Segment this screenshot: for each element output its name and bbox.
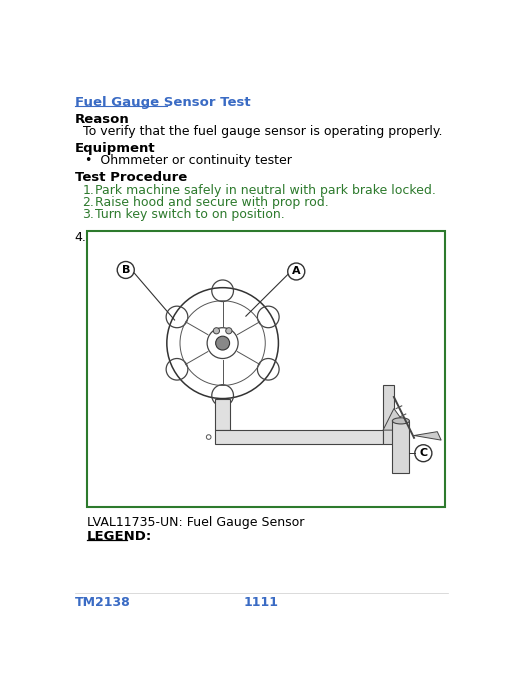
Text: LVAL11735-UN: Fuel Gauge Sensor: LVAL11735-UN: Fuel Gauge Sensor	[87, 516, 304, 529]
Polygon shape	[413, 432, 440, 440]
Text: 2.: 2.	[82, 196, 94, 209]
Text: Park machine safely in neutral with park brake locked.: Park machine safely in neutral with park…	[95, 184, 435, 197]
Circle shape	[225, 328, 232, 334]
Text: Raise hood and secure with prop rod.: Raise hood and secure with prop rod.	[95, 196, 328, 209]
Text: Test Procedure: Test Procedure	[74, 172, 186, 185]
Text: Reason: Reason	[74, 113, 129, 126]
Text: 3.: 3.	[82, 209, 94, 222]
Circle shape	[215, 336, 229, 350]
Text: Turn key switch to on position.: Turn key switch to on position.	[95, 209, 284, 222]
Text: Equipment: Equipment	[74, 142, 155, 155]
Text: C: C	[418, 448, 427, 458]
Text: TM2138: TM2138	[74, 596, 130, 609]
Text: 1111: 1111	[243, 596, 278, 609]
Bar	[391, 421, 409, 473]
Text: To verify that the fuel gauge sensor is operating properly.: To verify that the fuel gauge sensor is …	[74, 125, 441, 138]
Text: Fuel Gauge Sensor Test: Fuel Gauge Sensor Test	[74, 96, 250, 109]
Bar	[214, 399, 230, 430]
Bar	[87, 231, 444, 507]
Text: B: B	[121, 265, 130, 275]
Polygon shape	[382, 408, 409, 430]
Circle shape	[213, 328, 219, 334]
Text: •  Ohmmeter or continuity tester: • Ohmmeter or continuity tester	[86, 155, 292, 168]
Text: 4.: 4.	[74, 231, 87, 244]
Ellipse shape	[391, 418, 409, 424]
Text: A: A	[291, 267, 300, 276]
Text: LEGEND:: LEGEND:	[87, 530, 152, 543]
Text: 1.: 1.	[82, 184, 94, 197]
Bar	[382, 386, 393, 444]
Bar	[214, 430, 382, 444]
